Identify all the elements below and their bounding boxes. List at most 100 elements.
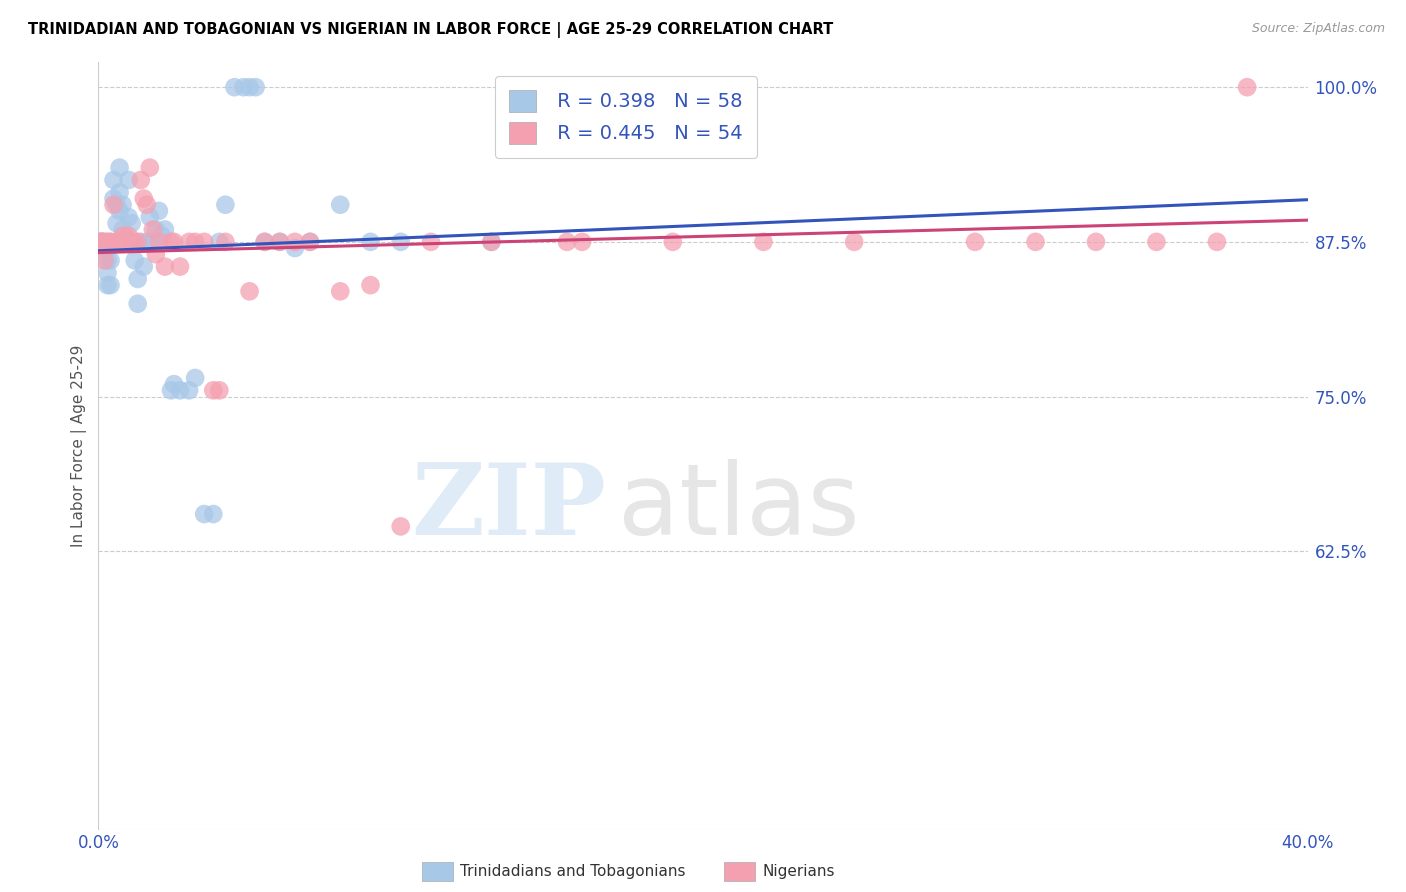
Point [100, 253, 122, 268]
Point [111, 222, 134, 236]
Point [202, 384, 225, 398]
Point [100, 235, 122, 249]
Point [179, 384, 201, 398]
Point [121, 235, 143, 249]
Point [127, 235, 149, 249]
Point [135, 198, 157, 212]
Point [214, 198, 236, 212]
Text: Nigerians: Nigerians [762, 864, 835, 879]
Point [148, 235, 170, 249]
Point [752, 235, 775, 249]
Point [224, 80, 246, 95]
Point [127, 296, 149, 310]
Point [284, 235, 307, 249]
Point [169, 260, 191, 274]
Text: atlas: atlas [619, 458, 860, 556]
Point [179, 235, 201, 249]
Point [169, 384, 191, 398]
Point [389, 235, 412, 249]
Point [160, 384, 183, 398]
Point [253, 235, 276, 249]
Point [121, 235, 143, 249]
Point [360, 235, 382, 249]
Point [114, 235, 136, 249]
Point [96, 235, 118, 249]
Point [129, 173, 152, 187]
Point [510, 80, 533, 95]
Point [96, 266, 118, 280]
Point [90, 235, 112, 249]
Point [153, 222, 176, 236]
Point [118, 173, 141, 187]
Point [96, 241, 118, 255]
Text: TRINIDADIAN AND TOBAGONIAN VS NIGERIAN IN LABOR FORCE | AGE 25-29 CORRELATION CH: TRINIDADIAN AND TOBAGONIAN VS NIGERIAN I… [28, 22, 834, 38]
Point [184, 235, 207, 249]
Point [103, 192, 125, 206]
Point [124, 253, 146, 268]
Point [269, 235, 291, 249]
Point [1206, 235, 1229, 249]
Point [163, 235, 186, 249]
Point [193, 507, 215, 521]
Point [103, 173, 125, 187]
Point [571, 235, 593, 249]
Point [661, 235, 683, 249]
Point [360, 278, 382, 293]
Point [239, 80, 262, 95]
Point [1024, 235, 1046, 249]
Point [111, 198, 134, 212]
Point [132, 260, 155, 274]
Point [132, 192, 155, 206]
Point [153, 260, 176, 274]
Point [111, 228, 134, 243]
Point [1085, 235, 1108, 249]
Point [139, 210, 162, 224]
Text: Trinidadians and Tobagonians: Trinidadians and Tobagonians [460, 864, 685, 879]
Point [284, 241, 307, 255]
Point [145, 247, 167, 261]
Point [93, 235, 115, 249]
Point [105, 235, 128, 249]
Point [135, 235, 157, 249]
Point [145, 222, 167, 236]
Point [193, 235, 215, 249]
Point [93, 235, 115, 249]
Point [100, 235, 122, 249]
Point [389, 519, 412, 533]
Point [90, 235, 112, 249]
Point [100, 278, 122, 293]
Point [555, 235, 578, 249]
Point [184, 371, 207, 385]
Point [139, 161, 162, 175]
Point [118, 210, 141, 224]
Point [1144, 235, 1167, 249]
Point [245, 80, 267, 95]
Point [129, 235, 152, 249]
Legend:  R = 0.398   N = 58,  R = 0.445   N = 54: R = 0.398 N = 58, R = 0.445 N = 54 [495, 76, 756, 158]
Point [1236, 80, 1258, 95]
Point [93, 241, 115, 255]
Point [108, 235, 131, 249]
Point [96, 278, 118, 293]
Point [142, 222, 165, 236]
Point [103, 198, 125, 212]
Text: ZIP: ZIP [412, 458, 606, 556]
Point [269, 235, 291, 249]
Point [239, 285, 262, 299]
Point [232, 80, 254, 95]
Point [965, 235, 987, 249]
Point [93, 253, 115, 268]
Point [121, 216, 143, 230]
Point [208, 384, 231, 398]
Point [90, 235, 112, 249]
Point [202, 507, 225, 521]
Point [420, 235, 443, 249]
Point [214, 235, 236, 249]
Point [481, 235, 503, 249]
Point [105, 198, 128, 212]
Point [481, 235, 503, 249]
Point [160, 235, 183, 249]
Point [142, 235, 165, 249]
Point [329, 285, 352, 299]
Point [108, 161, 131, 175]
